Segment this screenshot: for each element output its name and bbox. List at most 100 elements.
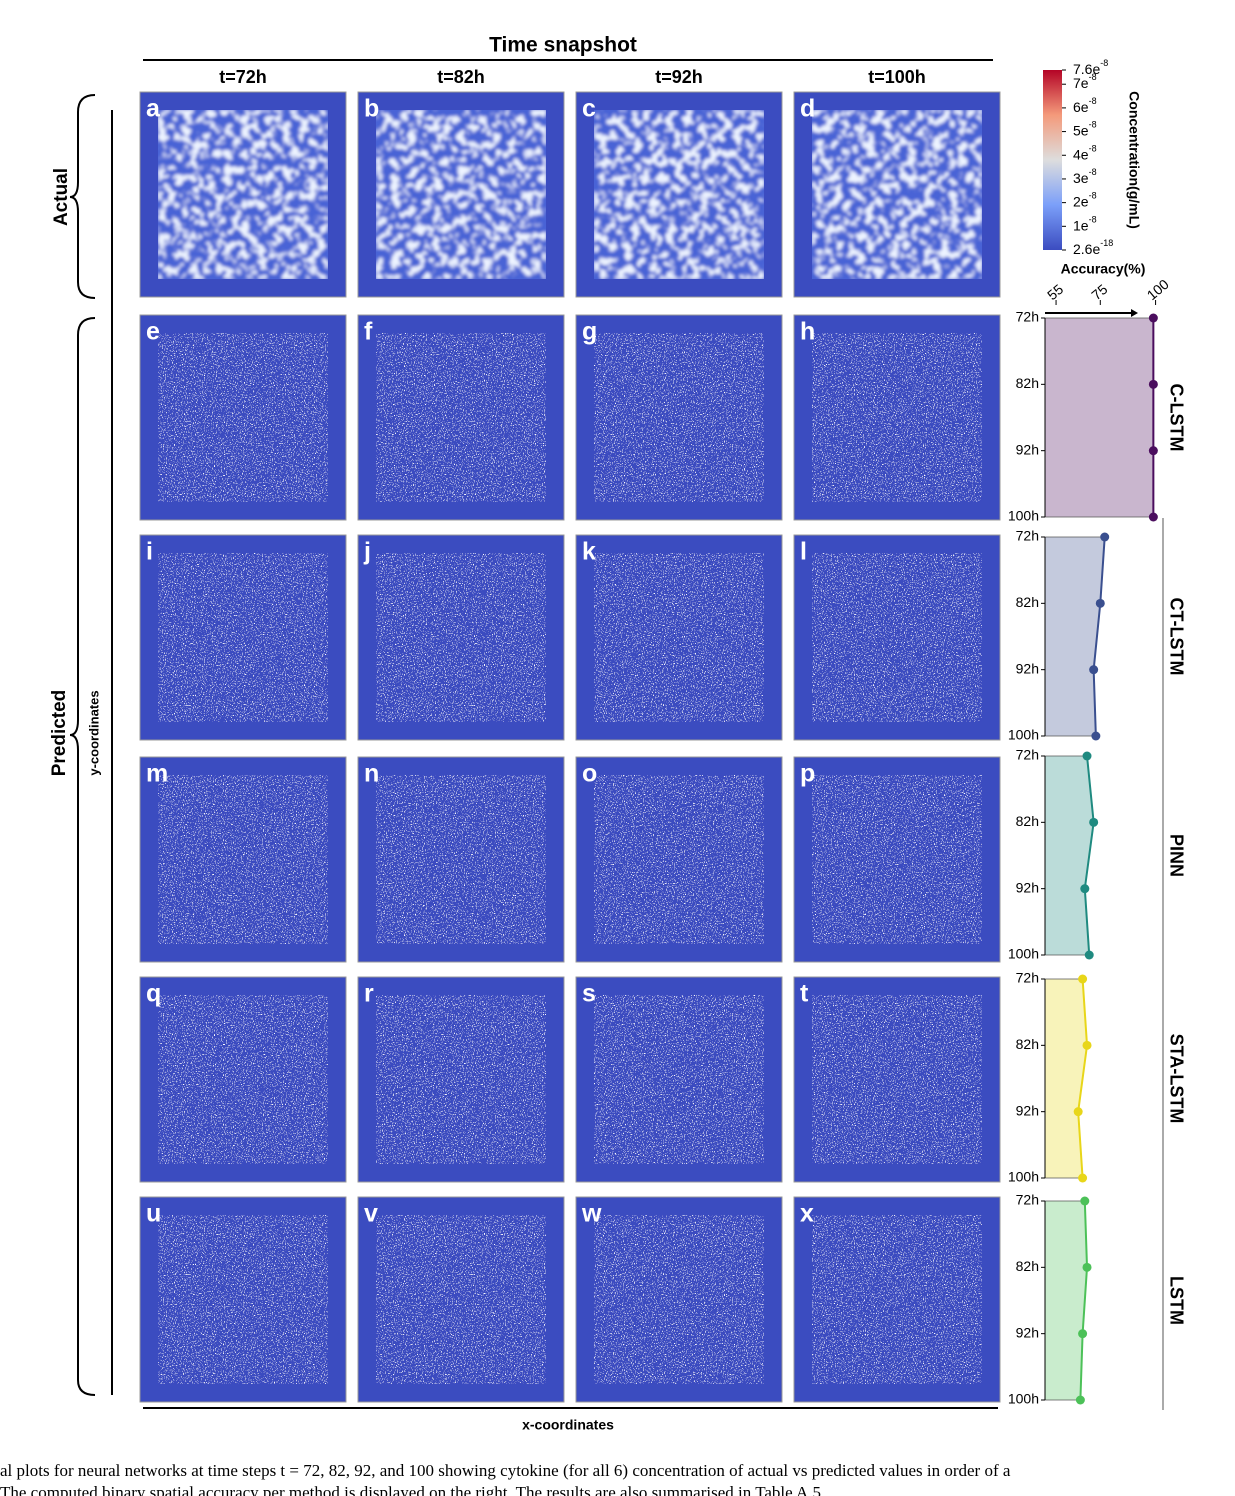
tick-exponent: -18 [1100, 238, 1113, 248]
tick-base: 2e [1073, 193, 1089, 209]
heatmap-field [158, 775, 328, 944]
x-tick-label: 55 [1044, 281, 1066, 303]
colorbar-tick-label: 3e-8 [1073, 167, 1097, 185]
tick-exponent: -8 [1100, 58, 1108, 68]
row-label: Predicted [49, 690, 70, 777]
panel-letter: q [146, 980, 161, 1008]
brace [69, 94, 96, 299]
point [1148, 313, 1158, 323]
y-tick-label: 72h [1016, 747, 1039, 763]
line [1079, 1200, 1089, 1401]
x-tick-label: 100 [1144, 276, 1172, 303]
heatmap-field [158, 110, 328, 279]
y-tick-label: 72h [1016, 528, 1039, 544]
heatmap-field [158, 553, 328, 722]
column-label: t=82h [437, 67, 485, 87]
point [1073, 1107, 1083, 1117]
point [1095, 598, 1105, 608]
panel-letter: p [800, 760, 815, 788]
panel-letter: o [582, 760, 597, 788]
y-tick-label: 92h [1016, 1324, 1039, 1340]
y-tick-label: 82h [1016, 594, 1039, 610]
tick-base: 3e [1073, 170, 1089, 186]
series-label: CT-LSTM [1166, 598, 1186, 676]
y-tick-label: 100h [1008, 946, 1039, 962]
series-label: STA-LSTM [1166, 1034, 1186, 1124]
panel-letter: a [146, 95, 161, 123]
tick-exponent: -8 [1089, 144, 1097, 154]
y-tick-label: 100h [1008, 1169, 1039, 1185]
y-tick-label: 92h [1016, 660, 1039, 676]
line [1083, 755, 1095, 956]
panel-letter: s [582, 980, 596, 1008]
panel-letter: w [581, 1200, 602, 1228]
tick-exponent: -8 [1089, 191, 1097, 201]
colorbar [1043, 70, 1062, 250]
y-tick-label: 100h [1008, 1391, 1039, 1407]
point [1091, 731, 1101, 741]
tick-exponent: -8 [1089, 215, 1097, 225]
y-tick-label: 92h [1016, 879, 1039, 895]
tick-base: 6e [1073, 99, 1089, 115]
tick-exponent: -8 [1089, 167, 1097, 177]
panel-letter: r [364, 980, 374, 1008]
y-tick-label: 82h [1016, 813, 1039, 829]
series-label: C-LSTM [1166, 384, 1186, 452]
point [1078, 1173, 1088, 1183]
tick-base: 7e [1073, 75, 1089, 91]
point [1148, 379, 1158, 389]
area [1044, 317, 1154, 518]
colorbar-tick-label: 1e-8 [1073, 215, 1097, 233]
x-tick-label: 75 [1088, 281, 1110, 303]
panel-letter: n [364, 760, 379, 788]
line [1077, 978, 1089, 1179]
y-tick-label: 100h [1008, 508, 1039, 524]
point [1100, 532, 1110, 542]
heatmap-field [812, 1215, 982, 1384]
panel-letter: l [800, 538, 807, 566]
axis-label: x-coordinates [522, 1417, 614, 1433]
tick-base: 2.6e [1073, 241, 1100, 257]
series-label: LSTM [1166, 1276, 1186, 1325]
heatmap-field [812, 333, 982, 502]
column-label: t=72h [219, 67, 267, 87]
heatmap-field [376, 995, 546, 1164]
heatmap-field [158, 1215, 328, 1384]
panel-letter: j [363, 538, 371, 566]
panel-letter: t [800, 980, 809, 1008]
y-tick-label: 72h [1016, 970, 1039, 986]
heatmap-field [158, 995, 328, 1164]
heatmap-field [376, 775, 546, 944]
heatmap-field [812, 775, 982, 944]
colorbar-tick-label: 5e-8 [1073, 120, 1097, 138]
colorbar-title: Concentration(g/mL) [1126, 91, 1142, 229]
point [1078, 974, 1088, 984]
colorbar-tick-label: 4e-8 [1073, 144, 1097, 162]
point [1082, 1262, 1092, 1272]
heatmap-field [812, 553, 982, 722]
panel-letter: f [364, 318, 373, 346]
tick-exponent: -8 [1089, 120, 1097, 130]
point [1075, 1395, 1085, 1405]
heatmap-field [594, 110, 764, 279]
chart-title: Accuracy(%) [1061, 261, 1146, 277]
panel-letter: e [146, 318, 160, 346]
y-tick-label: 100h [1008, 727, 1039, 743]
column-label: t=92h [655, 67, 703, 87]
y-tick-label: 92h [1016, 441, 1039, 457]
panel-letter: v [364, 1200, 378, 1228]
heatmap-field [812, 110, 982, 279]
point [1148, 446, 1158, 456]
row-label: Actual [51, 168, 72, 226]
point [1082, 1040, 1092, 1050]
panel-letter: u [146, 1200, 161, 1228]
heatmap-field [376, 1215, 546, 1384]
point [1089, 817, 1099, 827]
heatmap-field [594, 775, 764, 944]
series-label: PINN [1166, 834, 1186, 877]
point [1148, 512, 1158, 522]
tick-exponent: -8 [1089, 73, 1097, 83]
tick-base: 4e [1073, 146, 1089, 162]
colorbar-tick-label: 7.6e-8 [1073, 58, 1108, 76]
